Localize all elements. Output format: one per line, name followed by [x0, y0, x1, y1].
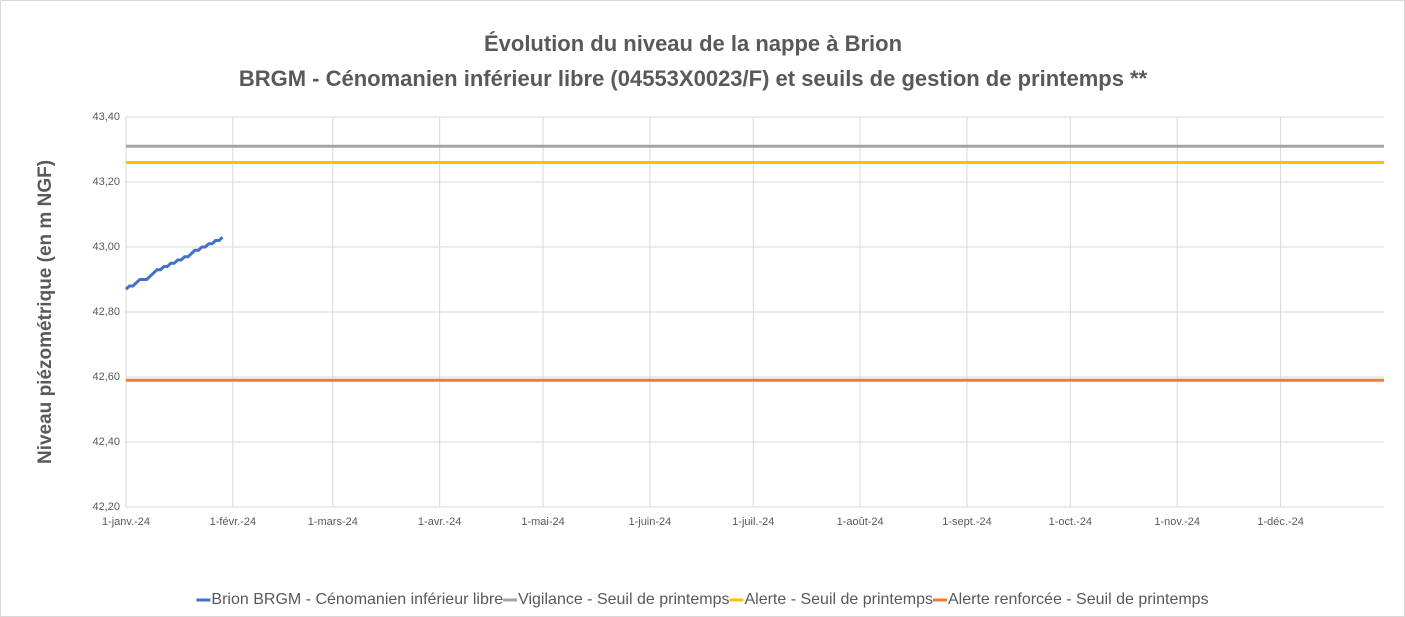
legend-label: Alerte renforcée - Seuil de printemps [948, 591, 1209, 608]
legend-label: Alerte - Seuil de printemps [744, 591, 933, 608]
legend-label: Brion BRGM - Cénomanien inférieur libre [211, 591, 503, 608]
x-tick-label: 1-févr.-24 [210, 516, 256, 528]
x-tick-label: 1-juil.-24 [732, 516, 774, 528]
chart-subtitle: BRGM - Cénomanien inférieur libre (04553… [239, 66, 1148, 91]
x-tick-label: 1-avr.-24 [418, 516, 461, 528]
x-tick-label: 1-déc.-24 [1257, 516, 1303, 528]
y-tick-label: 43,20 [92, 176, 120, 188]
y-axis-title: Niveau piézométrique (en m NGF) [35, 160, 56, 464]
x-tick-label: 1-nov.-24 [1154, 516, 1200, 528]
y-tick-label: 42,80 [92, 306, 120, 318]
x-tick-label: 1-oct.-24 [1049, 516, 1092, 528]
y-tick-label: 42,40 [92, 436, 120, 448]
chart-title: Évolution du niveau de la nappe à Brion [484, 31, 902, 56]
series-line [124, 236, 224, 291]
y-tick-label: 43,40 [92, 111, 120, 123]
x-tick-label: 1-mai-24 [521, 516, 564, 528]
y-tick-label: 42,20 [92, 501, 120, 513]
legend-label: Vigilance - Seuil de printemps [518, 591, 729, 608]
x-tick-label: 1-août-24 [837, 516, 884, 528]
x-tick-label: 1-mars-24 [308, 516, 358, 528]
x-tick-label: 1-sept.-24 [942, 516, 992, 528]
y-tick-label: 43,00 [92, 241, 120, 253]
x-tick-label: 1-juin-24 [628, 516, 671, 528]
x-tick-label: 1-janv.-24 [102, 516, 150, 528]
y-tick-label: 42,60 [92, 371, 120, 383]
